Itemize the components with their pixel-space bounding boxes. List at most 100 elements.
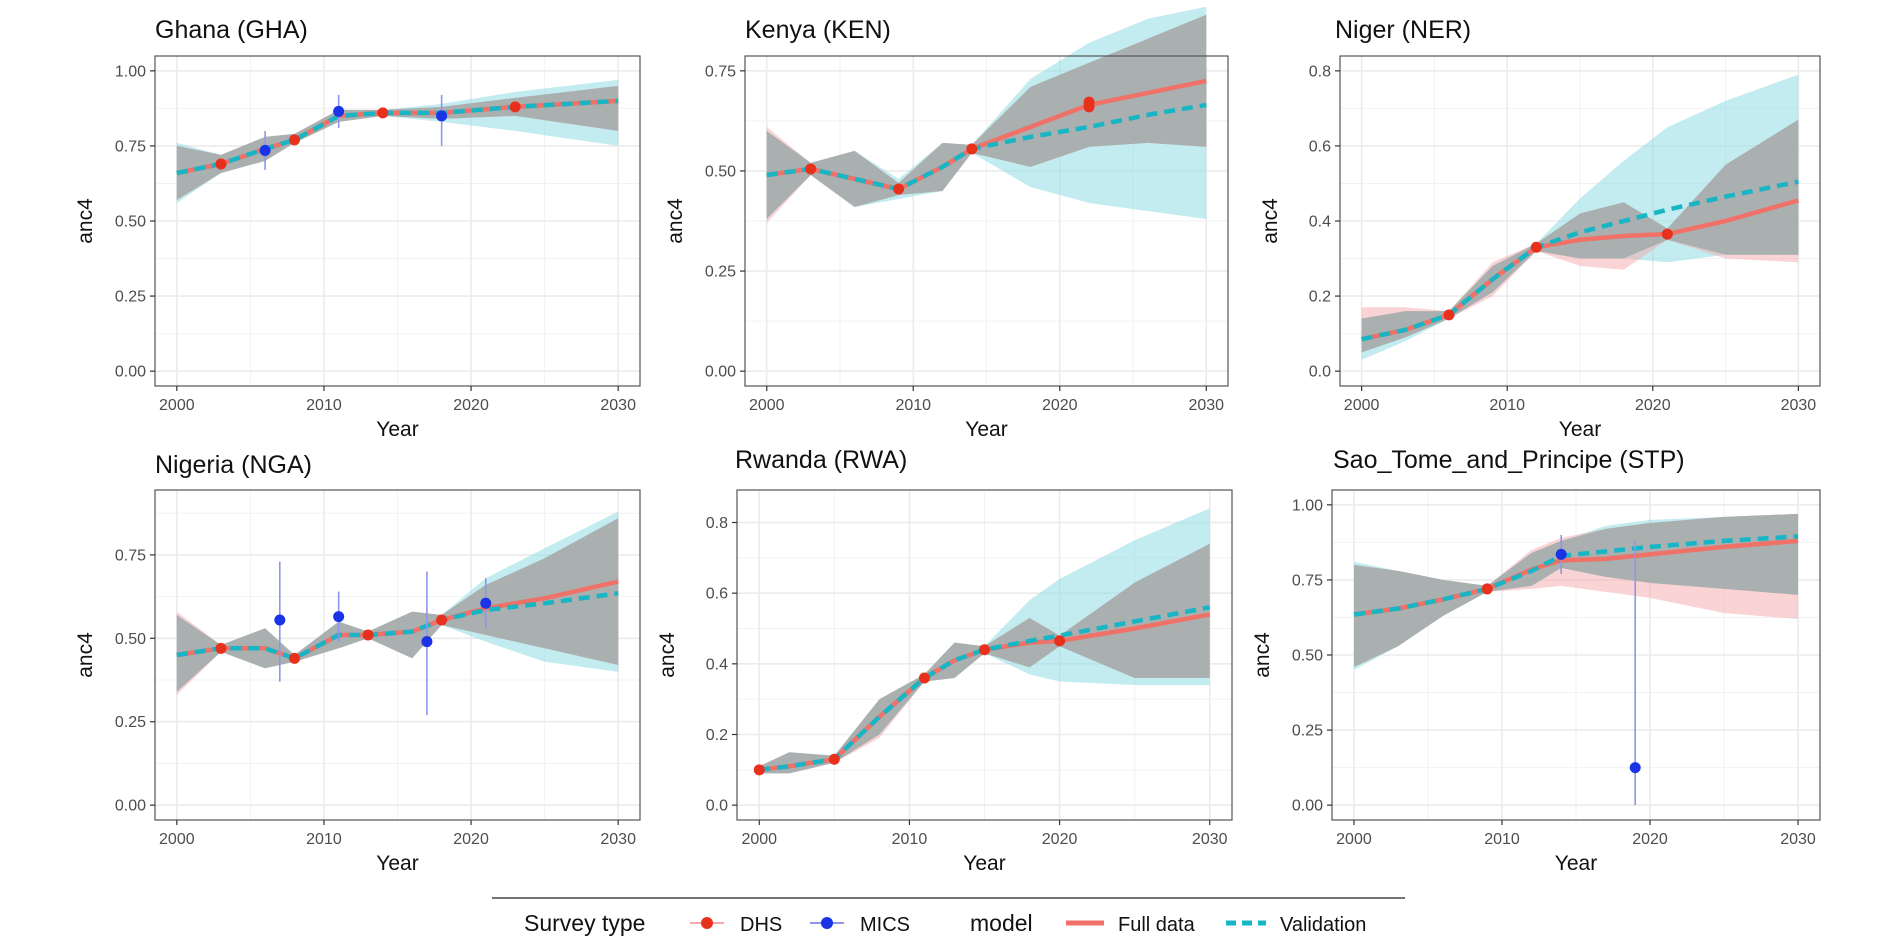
y-tick-label: 0.2 [1309,289,1331,306]
panel-6: 2000 2010 2020 2030 0.00 0.25 0.50 0.75 1.00 Year… [1251,446,1821,875]
legend-validation-label: Validation [1280,914,1366,936]
x-tick-label: 2020 [1635,397,1671,414]
legend: Survey type DHS MICS model Full data Val… [492,897,1405,936]
y-tick-label: 0.25 [115,714,146,731]
dhs-point [377,107,389,119]
mics-point [259,144,271,156]
y-tick-label: 0.25 [705,264,736,281]
x-axis-title: Year [376,418,418,441]
dhs-point [805,163,817,175]
y-tick-label: 0.0 [706,798,728,815]
y-tick-label: 0.00 [1292,798,1323,815]
x-tick-label: 2030 [600,831,636,848]
panel-title: Rwanda (RWA) [735,446,907,474]
legend-survey-title: Survey type [524,910,645,936]
x-tick-label: 2010 [892,831,928,848]
y-tick-label: 0.8 [1309,63,1331,80]
y-axis-title: anc4 [1259,198,1282,244]
validation-line [759,605,1211,773]
panel-title: Nigeria (NGA) [155,451,312,479]
full-data-line [1361,198,1800,342]
y-tick-label: 0.4 [706,656,728,673]
y-tick-label: 0.50 [1292,648,1323,665]
x-tick-label: 2030 [600,397,636,414]
dhs-point [1530,241,1542,253]
chart-panels: 2000 2010 2020 2030 0.00 0.25 0.50 0.75 1.00 Year… [74,6,1821,875]
dhs-point [893,183,905,195]
x-tick-label: 2030 [1780,831,1816,848]
panel-title: Kenya (KEN) [745,16,891,44]
validation-line [1353,534,1799,617]
dhs-point [918,672,930,684]
validation-band [759,508,1210,774]
x-tick-label: 2010 [306,397,342,414]
y-tick-label: 0.50 [115,631,146,648]
x-tick-label: 2020 [1632,831,1668,848]
panel-title: Niger (NER) [1335,16,1471,44]
y-tick-label: 0.00 [115,798,146,815]
mics-point [1555,548,1567,560]
x-tick-label: 2030 [1192,831,1228,848]
dhs-point [289,134,301,146]
y-tick-label: 0.4 [1309,214,1331,231]
legend-full-data-label: Full data [1118,914,1196,936]
x-tick-label: 2000 [1344,397,1380,414]
dhs-point [1481,583,1493,595]
y-tick-label: 0.75 [115,547,146,564]
overlap-band [759,543,1210,774]
x-tick-label: 2020 [453,831,489,848]
overlap-band [176,85,619,200]
x-tick-label: 2010 [306,831,342,848]
y-tick-label: 0.2 [706,727,728,744]
y-axis-title: anc4 [656,632,679,678]
x-tick-label: 2030 [1188,397,1224,414]
y-axis-title: anc4 [74,632,97,678]
panel-3: 2000 2010 2020 2030 0.0 0.2 0.4 0.6 0.8 Year anc4 N… [1259,16,1821,441]
y-tick-label: 0.0 [1309,364,1331,381]
x-axis-title: Year [1555,852,1597,875]
x-tick-label: 2010 [895,397,931,414]
y-tick-label: 0.75 [705,63,736,80]
overlap-band [766,14,1207,219]
dhs-point [289,652,301,664]
x-tick-label: 2020 [1042,831,1078,848]
dhs-point [509,101,521,113]
x-axis-title: Year [963,852,1005,875]
y-axis-title: anc4 [74,198,97,244]
mics-point [1629,762,1641,774]
x-tick-label: 2020 [1042,397,1078,414]
dhs-point [966,143,978,155]
mics-point [436,110,448,122]
y-tick-label: 0.25 [115,289,146,306]
y-tick-label: 1.00 [1292,497,1323,514]
dhs-point [215,158,227,170]
x-tick-label: 2020 [453,397,489,414]
mics-point [480,597,492,609]
dhs-point [979,644,990,656]
y-tick-label: 0.8 [706,515,728,532]
y-tick-label: 0.00 [705,364,736,381]
x-tick-label: 2000 [159,831,195,848]
y-tick-label: 0.6 [1309,138,1331,155]
y-tick-label: 0.6 [706,586,728,603]
x-tick-label: 2000 [1336,831,1372,848]
y-axis-title: anc4 [1251,632,1274,678]
dhs-point [1443,309,1455,321]
mics-point [333,105,345,117]
panel-title: Sao_Tome_and_Principe (STP) [1333,446,1685,474]
y-tick-label: 0.50 [115,214,146,231]
dhs-point [215,642,227,654]
panel-title: Ghana (GHA) [155,16,308,44]
y-tick-label: 1.00 [115,63,146,80]
panel-border [744,55,1229,387]
x-axis-title: Year [965,418,1007,441]
panel-1: 2000 2010 2020 2030 0.00 0.25 0.50 0.75 1.00 Year… [74,16,641,441]
x-tick-label: 2010 [1489,397,1525,414]
panel-4: 2000 2010 2020 2030 0.00 0.25 0.50 0.75 Year anc4… [74,451,641,875]
panel-2: 2000 2010 2020 2030 0.00 0.25 0.50 0.75 Year anc4… [664,6,1229,441]
x-tick-label: 2000 [741,831,777,848]
y-tick-label: 0.75 [115,138,146,155]
x-tick-label: 2030 [1781,397,1817,414]
panel-border [154,489,641,821]
validation-line [766,102,1207,192]
